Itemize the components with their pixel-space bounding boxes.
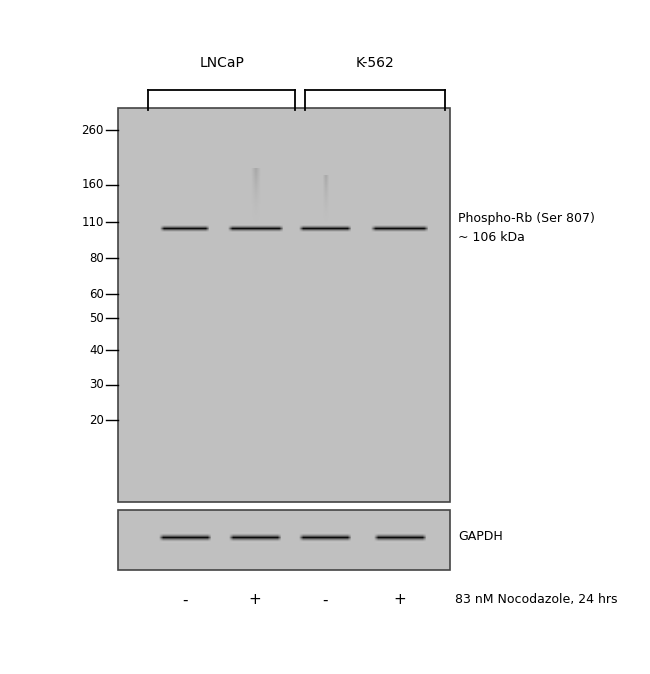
Text: 110: 110 xyxy=(82,216,104,228)
Text: 40: 40 xyxy=(89,344,104,357)
Text: 60: 60 xyxy=(89,288,104,301)
Text: 160: 160 xyxy=(82,179,104,191)
Bar xyxy=(118,108,450,502)
Text: 80: 80 xyxy=(89,251,104,264)
Text: Phospho-Rb (Ser 807)
~ 106 kDa: Phospho-Rb (Ser 807) ~ 106 kDa xyxy=(458,212,595,244)
Text: 83 nM Nocodazole, 24 hrs: 83 nM Nocodazole, 24 hrs xyxy=(455,594,618,607)
Text: 260: 260 xyxy=(82,123,104,137)
Text: 20: 20 xyxy=(89,414,104,427)
Text: GAPDH: GAPDH xyxy=(458,530,502,543)
Text: K-562: K-562 xyxy=(356,56,395,70)
Text: -: - xyxy=(322,592,328,607)
Text: +: + xyxy=(394,592,406,607)
Text: +: + xyxy=(248,592,261,607)
Text: 30: 30 xyxy=(89,379,104,392)
Text: -: - xyxy=(182,592,188,607)
Bar xyxy=(118,510,450,570)
Text: 50: 50 xyxy=(89,311,104,324)
Text: LNCaP: LNCaP xyxy=(200,56,244,70)
